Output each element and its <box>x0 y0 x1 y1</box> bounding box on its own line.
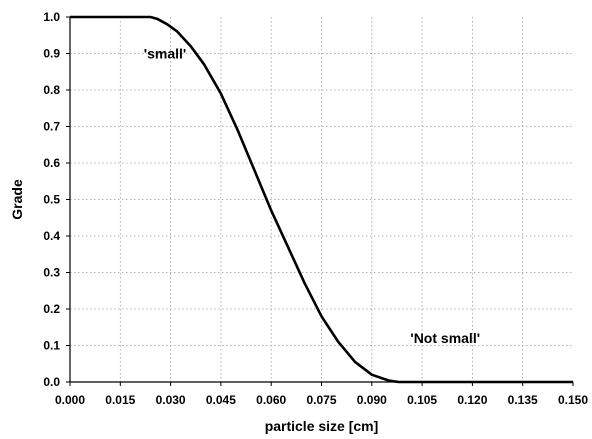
x-tick-label: 0.105 <box>407 393 437 407</box>
y-tick-label: 1.0 <box>43 10 60 24</box>
y-tick-label: 0.6 <box>43 156 60 170</box>
annotations: 'small' 'Not small' <box>144 46 480 347</box>
ticks: 0.000 0.015 0.030 0.045 0.060 0.075 0.090 0.105… <box>43 10 588 407</box>
x-tick-label: 0.150 <box>558 393 588 407</box>
y-tick-label: 0.2 <box>43 302 60 316</box>
grid <box>70 17 573 382</box>
y-tick-label: 0.0 <box>43 375 60 389</box>
series-layer <box>70 15 573 384</box>
x-tick-label: 0.060 <box>256 393 286 407</box>
y-tick-label: 0.5 <box>43 193 60 207</box>
annotation-label: 'small' <box>144 46 186 62</box>
y-tick-label: 0.8 <box>43 83 60 97</box>
axes <box>69 17 573 383</box>
x-tick-label: 0.120 <box>457 393 487 407</box>
y-tick-label: 0.4 <box>43 229 60 243</box>
x-tick-label: 0.000 <box>55 393 85 407</box>
x-tick-label: 0.045 <box>206 393 236 407</box>
x-axis-title: particle size [cm] <box>265 418 379 434</box>
x-tick-label: 0.030 <box>156 393 186 407</box>
y-tick-label: 0.9 <box>43 47 60 61</box>
grade-curve-line <box>70 15 573 384</box>
x-tick-label: 0.075 <box>306 393 336 407</box>
y-tick-label: 0.3 <box>43 266 60 280</box>
x-tick-label: 0.015 <box>105 393 135 407</box>
x-tick-label: 0.135 <box>508 393 538 407</box>
y-tick-label: 0.1 <box>43 339 60 353</box>
y-tick-label: 0.7 <box>43 120 60 134</box>
x-tick-label: 0.090 <box>357 393 387 407</box>
annotation-label: 'Not small' <box>410 330 480 346</box>
y-axis-title: Grade <box>9 179 25 220</box>
